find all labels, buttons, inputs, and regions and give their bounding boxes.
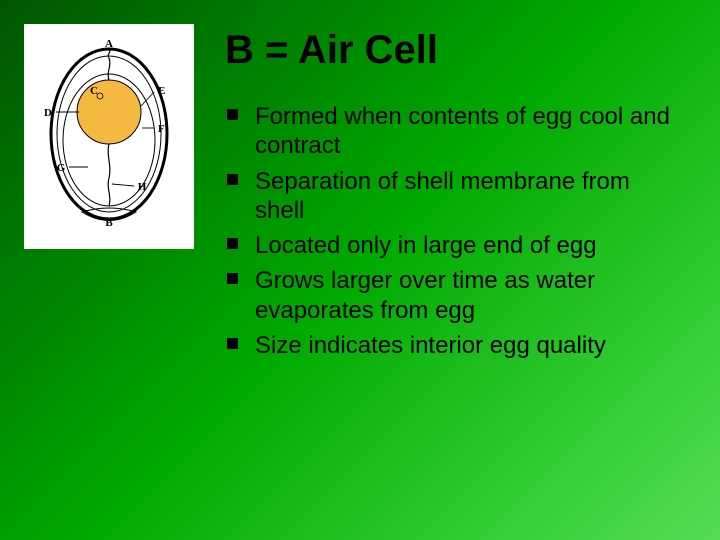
bullet-marker-icon (227, 273, 238, 284)
bullet-text: Formed when contents of egg cool and con… (255, 103, 670, 159)
label-D: D (44, 107, 52, 119)
label-C: C (90, 85, 98, 97)
bullet-list: Formed when contents of egg cool and con… (225, 102, 685, 366)
bullet-marker-icon (227, 338, 238, 349)
bullet-item: Located only in large end of egg (225, 231, 685, 260)
label-G: G (57, 162, 66, 174)
bullet-text: Located only in large end of egg (255, 232, 597, 259)
bullet-marker-icon (227, 174, 238, 185)
bullet-marker-icon (227, 109, 238, 120)
label-A: A (105, 38, 113, 50)
label-B: B (105, 217, 113, 229)
bullet-item: Formed when contents of egg cool and con… (225, 102, 685, 161)
bullet-item: Separation of shell membrane from shell (225, 167, 685, 226)
bullet-text: Separation of shell membrane from shell (255, 168, 630, 224)
bullet-marker-icon (227, 238, 238, 249)
bullet-item: Size indicates interior egg quality (225, 331, 685, 360)
egg-yolk (77, 80, 141, 144)
slide-title: B = Air Cell (225, 28, 438, 73)
egg-chalaza-bottom (108, 144, 110, 206)
egg-diagram: A B C D E F G H (34, 34, 184, 239)
bullet-text: Grows larger over time as water evaporat… (255, 267, 595, 323)
bullet-item: Grows larger over time as water evaporat… (225, 266, 685, 325)
egg-diagram-panel: A B C D E F G H (24, 24, 194, 249)
label-E: E (158, 85, 165, 97)
egg-chalaza-top (108, 50, 110, 80)
bullet-text: Size indicates interior egg quality (255, 332, 606, 359)
label-F: F (158, 123, 165, 135)
label-H: H (138, 181, 147, 193)
